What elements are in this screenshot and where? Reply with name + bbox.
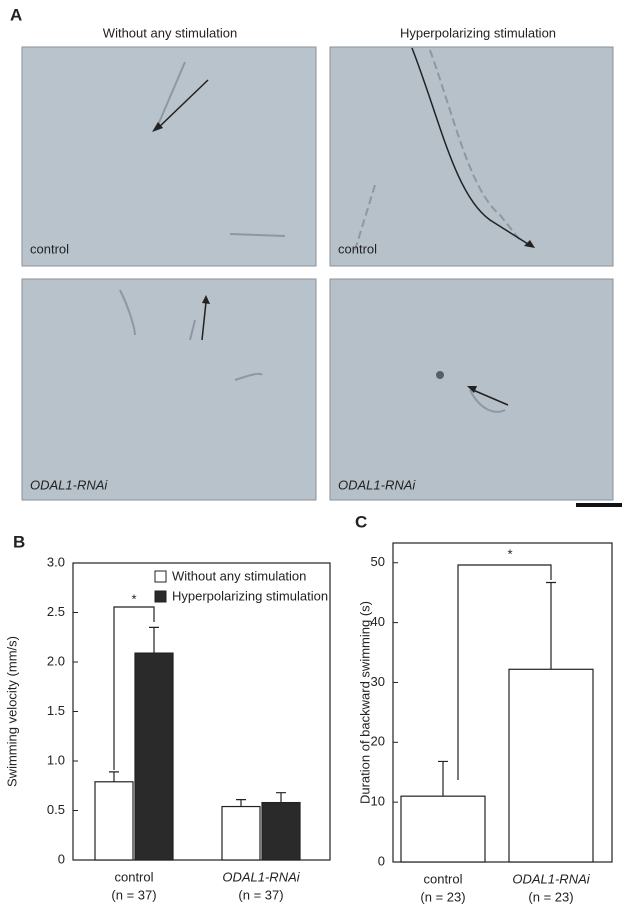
y-tick-label: 0.5 (47, 802, 65, 817)
bar (400, 795, 486, 863)
x-tick-label: ODAL1-RNAi (512, 871, 590, 886)
y-tick-label: 30 (371, 674, 385, 689)
y-tick-label: 10 (371, 794, 385, 809)
error-bar (276, 792, 286, 803)
y-tick-label: 0 (378, 853, 385, 868)
bar (508, 668, 594, 863)
error-bar (438, 760, 448, 797)
y-tick-label: 1.5 (47, 703, 65, 718)
column-title: Without any stimulation (103, 25, 237, 40)
significance-star: * (507, 546, 512, 561)
y-axis-label: Swimming velocity (mm/s) (4, 636, 19, 787)
sample-size: (n = 37) (111, 887, 156, 902)
panel-label: C (355, 512, 367, 531)
sample-size: (n = 37) (238, 887, 283, 902)
bar (261, 801, 301, 861)
bar (94, 781, 134, 861)
legend-label: Without any stimulation (172, 568, 306, 583)
sample-size: (n = 23) (528, 889, 573, 904)
image-label: control (30, 241, 69, 256)
error-bar (149, 626, 159, 654)
column-title: Hyperpolarizing stimulation (400, 25, 556, 40)
y-tick-label: 2.0 (47, 653, 65, 668)
micrograph (21, 278, 317, 501)
y-tick-label: 0 (58, 851, 65, 866)
y-axis-label: Duration of backward swimming (s) (357, 601, 372, 804)
y-tick-label: 3.0 (47, 554, 65, 569)
image-label: control (338, 241, 377, 256)
sample-size: (n = 23) (420, 889, 465, 904)
panel-label: B (13, 532, 25, 551)
micrographs (21, 46, 622, 507)
bar (134, 652, 174, 861)
bar (221, 805, 261, 861)
significance-bracket (457, 564, 552, 780)
panel-label: A (10, 5, 22, 24)
image-label: ODAL1-RNAi (30, 477, 108, 492)
significance-star: * (131, 591, 136, 606)
y-tick-label: 1.0 (47, 752, 65, 767)
x-tick-label: ODAL1-RNAi (222, 869, 300, 884)
image-label: ODAL1-RNAi (338, 477, 416, 492)
micrograph (329, 46, 614, 267)
x-tick-label: control (423, 871, 462, 886)
legend-swatch (154, 590, 167, 603)
legend-swatch (154, 570, 167, 583)
plot-frame (392, 542, 613, 863)
y-tick-label: 50 (371, 554, 385, 569)
y-tick-label: 40 (371, 614, 385, 629)
legend-label: Hyperpolarizing stimulation (172, 588, 328, 603)
error-bar (546, 581, 556, 670)
micrograph (21, 46, 317, 267)
error-bar (109, 771, 119, 782)
y-tick-label: 20 (371, 734, 385, 749)
x-tick-label: control (114, 869, 153, 884)
y-tick-label: 2.5 (47, 604, 65, 619)
significance-bracket (113, 606, 155, 770)
error-bar (236, 799, 246, 807)
